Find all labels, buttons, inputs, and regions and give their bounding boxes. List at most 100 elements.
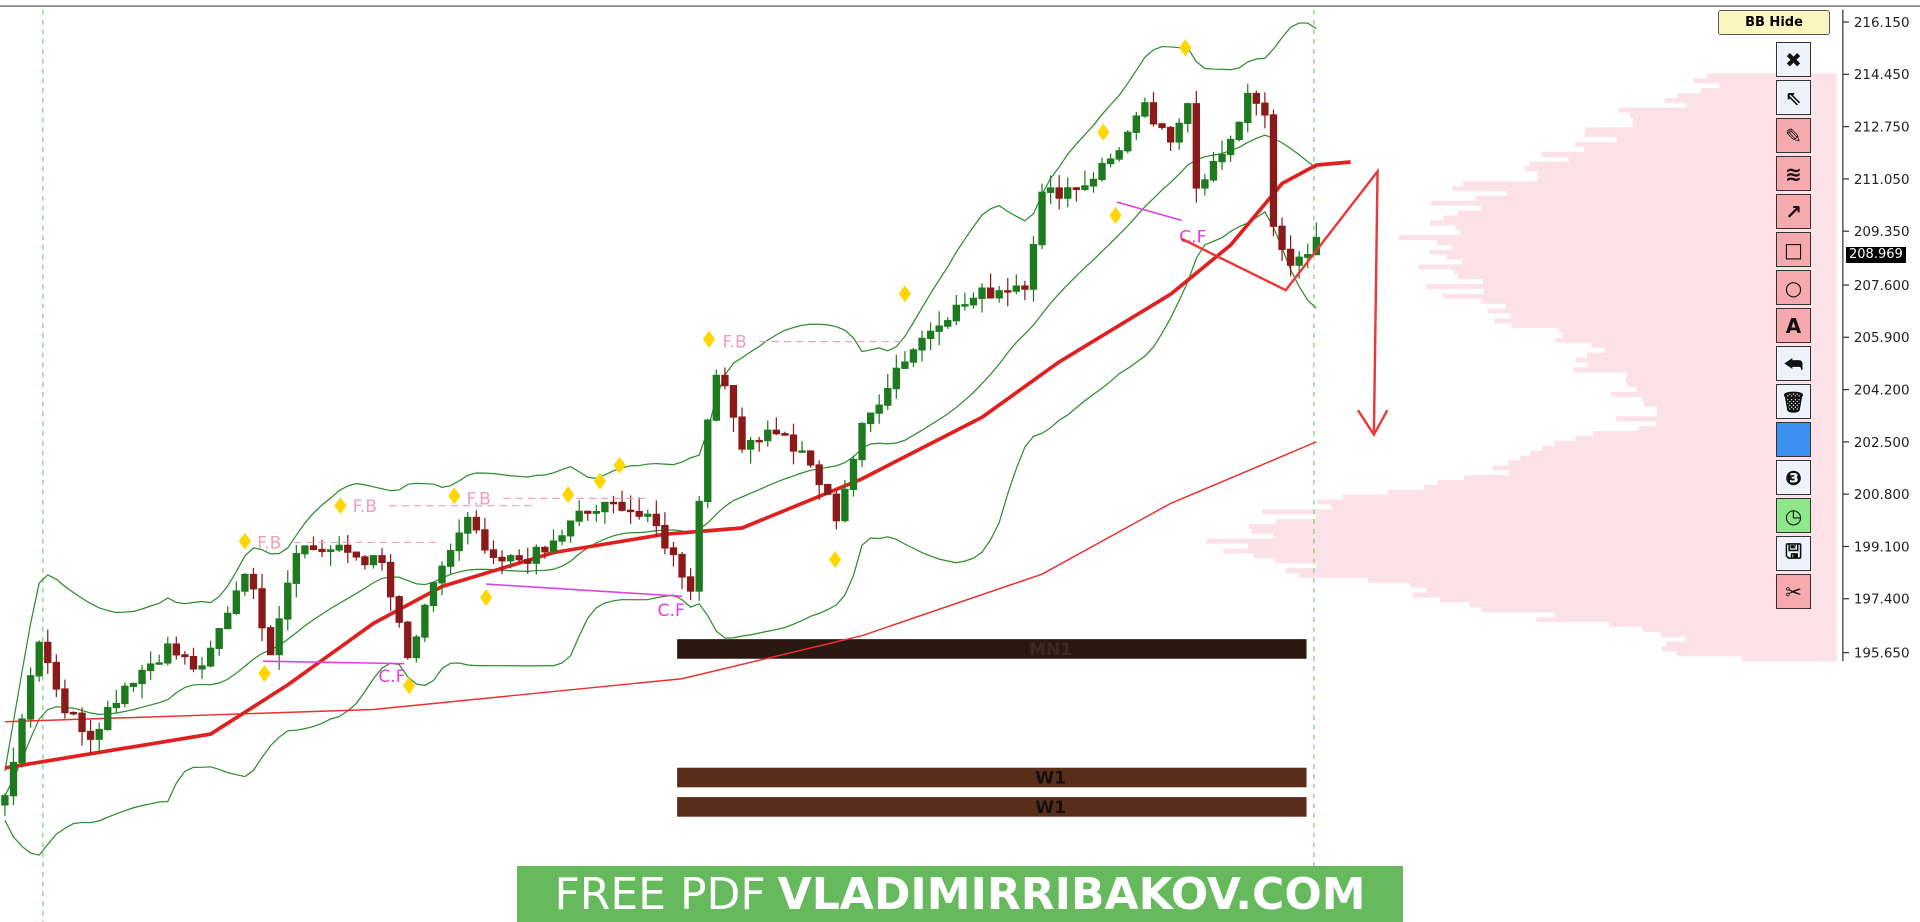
arrow-line[interactable] — [1181, 167, 1379, 435]
candle-body — [661, 524, 669, 549]
candle-body — [1295, 256, 1303, 266]
cf-label: C.F — [378, 667, 405, 687]
candle-body — [78, 712, 86, 733]
arrow-icon: ↗ — [1785, 199, 1802, 224]
candle-body — [1278, 225, 1286, 250]
profile-bin — [1537, 171, 1837, 177]
rectangle-tool-button[interactable]: □ — [1776, 232, 1811, 267]
color-swatch-tool-button[interactable] — [1776, 422, 1811, 457]
profile-bin — [1558, 328, 1837, 334]
profile-bin — [1511, 313, 1837, 319]
candle-body — [35, 641, 43, 677]
candle-body — [44, 641, 52, 664]
profile-bin — [1248, 543, 1837, 549]
candle-body — [926, 330, 935, 339]
drawn-arrow[interactable] — [1181, 167, 1389, 438]
profile-bin — [1664, 97, 1837, 103]
promo-banner[interactable]: FREE PDF VLADIMIRRIBAKOV.COM — [517, 866, 1403, 922]
text-tool-button[interactable]: A — [1776, 308, 1811, 343]
bb-hide-tooltip[interactable]: BB Hide — [1718, 10, 1830, 35]
candle-body — [746, 439, 755, 450]
undo-tool-button[interactable]: ⮪ — [1776, 346, 1811, 381]
candle-body — [404, 621, 412, 659]
candle-body — [69, 712, 78, 715]
profile-bin — [1223, 548, 1837, 554]
candle-body — [1252, 92, 1260, 104]
profile-bin — [1626, 372, 1837, 378]
candle-body — [824, 483, 832, 495]
candle-body — [369, 555, 378, 566]
candle-body — [344, 544, 352, 553]
waves-tool-button[interactable]: ≋ — [1776, 156, 1811, 191]
save-tool-button[interactable]: 🖫 — [1776, 536, 1811, 571]
cf-line[interactable] — [1116, 201, 1182, 222]
profile-bin — [1276, 519, 1837, 525]
scissors-tool-button[interactable]: ✂ — [1776, 574, 1811, 609]
profile-bin — [1536, 617, 1837, 623]
candle-body — [1149, 102, 1158, 125]
number-icon: ❸ — [1785, 465, 1802, 490]
candle-body — [464, 516, 472, 534]
trash-tool-button[interactable]: 🗑 — [1776, 384, 1811, 419]
profile-bin — [1487, 308, 1837, 314]
profile-bin — [1443, 215, 1837, 221]
candle-body — [764, 429, 772, 442]
price-axis: 216.150 214.450 212.750 211.050 209.350 207.6… — [1842, 16, 1910, 661]
candle-body — [806, 450, 815, 466]
fractal-diamond — [1097, 123, 1110, 141]
profile-bin — [1609, 622, 1837, 627]
zone-w1[interactable] — [677, 767, 1307, 788]
candle-body — [961, 304, 969, 307]
profile-bin — [1455, 225, 1837, 231]
candle-body — [978, 287, 986, 299]
profile-bin — [1627, 382, 1837, 387]
pointer-tool-button[interactable]: ⇖ — [1776, 80, 1811, 115]
profile-bin — [1636, 386, 1837, 392]
close-tool-button[interactable]: ✖ — [1776, 42, 1811, 77]
profile-bin — [1464, 475, 1837, 480]
profile-bin — [1439, 597, 1837, 603]
profile-bin — [1632, 122, 1837, 128]
profile-bin — [1685, 636, 1837, 642]
candle-body — [1038, 191, 1046, 246]
profile-bin — [1666, 641, 1837, 647]
candle-body — [738, 416, 746, 450]
candle-body — [1141, 102, 1149, 117]
candle-body — [335, 544, 343, 551]
candle-body — [1175, 122, 1183, 143]
candle-body — [326, 549, 335, 553]
profile-bin — [1251, 528, 1837, 534]
candle-body — [1184, 103, 1192, 124]
candle-body — [26, 675, 35, 720]
candle-body — [901, 361, 909, 369]
cf-label: C.F — [658, 601, 685, 621]
candle-body — [1081, 185, 1089, 190]
profile-bin — [1387, 489, 1837, 495]
candle-body — [301, 545, 309, 555]
circle-tool-button[interactable]: ○ — [1776, 270, 1811, 305]
clock-tool-button[interactable]: ◷ — [1776, 498, 1811, 533]
candle-body — [669, 547, 678, 556]
fractal-diamond — [402, 677, 416, 695]
candle-body — [1209, 161, 1218, 181]
pencil-tool-button[interactable]: ✎ — [1776, 118, 1811, 153]
arrow-tool-button[interactable]: ↗ — [1776, 194, 1811, 229]
candle-body — [172, 643, 180, 656]
number-tool-button[interactable]: ❸ — [1776, 460, 1811, 495]
profile-bin — [1437, 479, 1837, 485]
profile-bin — [1641, 396, 1837, 402]
zone-mn1[interactable] — [677, 639, 1307, 659]
profile-bin — [1452, 244, 1837, 250]
cf-line[interactable] — [263, 660, 405, 665]
profile-bin — [1506, 303, 1837, 309]
zone-w1[interactable] — [677, 797, 1307, 817]
profile-bin — [1342, 494, 1837, 500]
candle-body — [944, 320, 952, 327]
cf-line[interactable] — [486, 583, 683, 598]
candle-body — [712, 374, 720, 421]
profile-bin — [1618, 107, 1837, 113]
candle-body — [815, 464, 823, 486]
profile-bin — [1530, 450, 1837, 456]
candle-body — [532, 546, 540, 564]
